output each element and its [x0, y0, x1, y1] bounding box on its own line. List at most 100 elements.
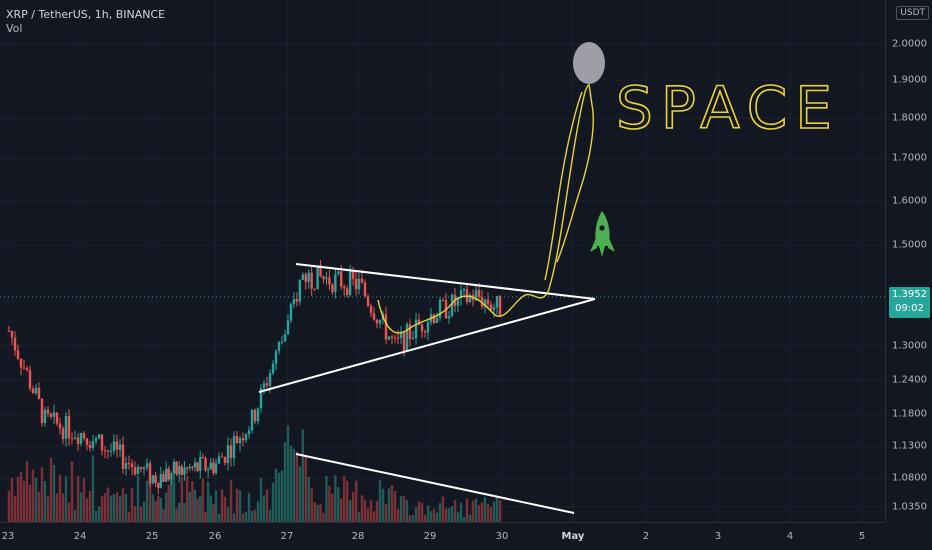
volume-bar — [97, 506, 101, 522]
volume-bar — [241, 513, 245, 522]
volume-bar — [103, 492, 107, 522]
time-tick: 29 — [423, 531, 437, 542]
volume-bar — [22, 480, 26, 522]
volume-bar — [366, 508, 370, 522]
space-annotation: SPACE — [616, 74, 840, 142]
volume-bar — [438, 503, 442, 522]
time-tick: 30 — [495, 531, 509, 542]
symbol-title[interactable]: XRP / TetherUS, 1h, BINANCE — [6, 8, 166, 21]
candle — [357, 272, 361, 295]
candle — [31, 385, 35, 394]
candle — [13, 331, 17, 356]
candle — [280, 335, 284, 345]
volume-bar — [283, 441, 287, 522]
volume-bar — [435, 512, 439, 522]
volume-bar — [301, 429, 304, 522]
volume-bar — [106, 487, 110, 522]
volume-bar — [229, 480, 233, 522]
candle — [167, 465, 170, 482]
candle — [170, 471, 173, 485]
candle — [363, 279, 367, 298]
candle — [100, 434, 104, 456]
volume-bar — [390, 485, 394, 522]
candle — [238, 435, 242, 452]
candle — [325, 271, 328, 286]
volume-bar — [115, 492, 119, 522]
time-tick: 28 — [351, 531, 365, 542]
candle — [438, 296, 442, 322]
candle — [229, 438, 233, 467]
candle — [28, 365, 32, 392]
time-axis[interactable]: 23 24 25 26 27 28 29 30 May 2 3 4 5 — [0, 522, 885, 550]
volume-bar — [441, 496, 445, 522]
candle — [82, 431, 86, 441]
volume-bar — [483, 497, 487, 522]
volume-bar — [426, 505, 430, 522]
volume-label[interactable]: Vol — [6, 22, 23, 35]
candle — [206, 466, 210, 479]
volume-bar — [142, 501, 146, 522]
price-tick: 1.1800 — [892, 408, 927, 420]
price-tick: 2.0000 — [892, 38, 927, 50]
candle — [204, 455, 207, 473]
volume-bar — [201, 478, 205, 522]
candle — [193, 458, 197, 472]
candle — [34, 383, 38, 396]
candle — [115, 434, 119, 458]
volume-bar — [232, 513, 236, 522]
candlesticks — [7, 260, 502, 495]
candle — [489, 300, 493, 312]
volume-bar — [402, 496, 406, 522]
volume-bar — [172, 481, 176, 522]
candle — [316, 265, 319, 290]
candle — [175, 461, 178, 477]
volume-bar — [61, 493, 65, 522]
price-axis[interactable]: USDT 2.0000 1.9000 1.8000 1.7000 1.6000 1.500… — [885, 0, 932, 522]
volume-bar — [10, 478, 14, 522]
chart-canvas[interactable]: SPACE — [0, 0, 885, 522]
candle — [109, 443, 113, 457]
candle — [393, 334, 397, 344]
candle — [298, 279, 302, 306]
volume-bar — [328, 485, 331, 522]
candle — [366, 294, 370, 308]
volume-bar — [316, 504, 319, 522]
volume-bar — [492, 501, 496, 522]
volume-bar — [204, 511, 207, 522]
candle — [55, 412, 59, 427]
volume-bar — [259, 478, 263, 522]
volume-bar — [325, 476, 328, 522]
volume-bar — [298, 466, 302, 522]
candle — [112, 434, 116, 455]
candle — [40, 398, 44, 427]
chart-legend: XRP / TetherUS, 1h, BINANCE Vol — [6, 8, 165, 36]
volume-bar — [7, 490, 11, 522]
candle — [423, 329, 427, 338]
price-tick: 1.6000 — [892, 195, 927, 207]
volume-bar — [250, 510, 254, 522]
volume-bar — [162, 508, 165, 522]
candle — [447, 311, 451, 324]
candle — [94, 436, 98, 445]
volume-bar — [292, 448, 296, 522]
volume-bar — [351, 491, 355, 522]
candle — [148, 460, 152, 487]
candle — [372, 307, 376, 322]
currency-badge[interactable]: USDT — [896, 6, 929, 20]
volume-bar — [247, 492, 251, 522]
volume-bar — [109, 495, 113, 522]
candle — [331, 283, 334, 295]
candle — [486, 292, 490, 308]
volume-bar — [256, 501, 260, 522]
candle — [162, 470, 165, 483]
candle — [459, 284, 463, 306]
volume-bar — [319, 503, 322, 522]
candle — [154, 472, 157, 488]
candle — [354, 271, 358, 296]
candle — [462, 287, 466, 297]
candle — [199, 450, 202, 479]
volume-bar — [271, 482, 275, 522]
volume-bar — [209, 495, 212, 522]
candle — [262, 380, 266, 395]
volume-bar — [235, 488, 239, 522]
